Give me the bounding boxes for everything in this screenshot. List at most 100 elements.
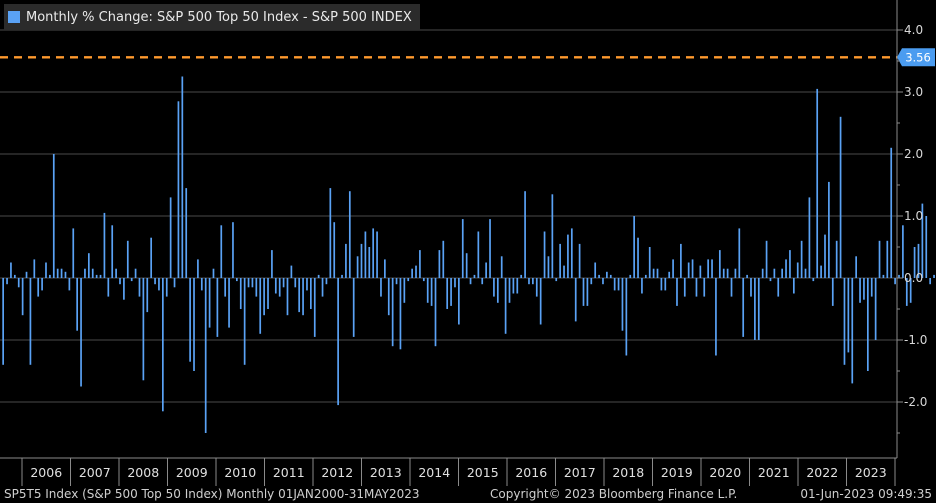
bar (337, 278, 339, 406)
bar (574, 278, 577, 322)
bar (450, 278, 452, 306)
bar (754, 278, 756, 340)
bar (384, 259, 386, 278)
bar (863, 278, 865, 300)
bar (516, 278, 519, 294)
bar (10, 262, 12, 278)
bar (734, 268, 737, 278)
bar (37, 278, 40, 297)
x-tick-label: 2008 (127, 465, 159, 480)
bar (458, 278, 460, 325)
bar (925, 216, 928, 278)
bar (625, 278, 628, 356)
bar (898, 274, 900, 278)
x-tick-label: 2015 (467, 465, 499, 480)
bar (239, 278, 242, 309)
bar (559, 243, 561, 278)
x-tick-label: 2007 (79, 465, 111, 480)
bar (446, 278, 449, 309)
footer-copyright: Copyright© 2023 Bloomberg Finance L.P. (490, 487, 738, 501)
bar (348, 191, 351, 278)
y-tick-label: 4.0 (904, 23, 923, 37)
bar (341, 274, 343, 278)
bar (835, 240, 838, 278)
bar (177, 101, 180, 278)
bar (29, 278, 32, 365)
bar (111, 225, 114, 278)
bar (878, 240, 881, 278)
bar (415, 265, 417, 278)
bar (442, 240, 445, 278)
bar (142, 278, 145, 381)
reference-line-group: 3.56 (0, 48, 935, 67)
bar (785, 259, 787, 278)
bar (594, 262, 597, 278)
bar (847, 278, 850, 353)
bar (933, 274, 935, 278)
bar (777, 278, 780, 297)
bar (154, 278, 156, 285)
bar (173, 278, 176, 288)
bar (598, 274, 600, 278)
bar (84, 268, 86, 278)
bar (699, 265, 702, 278)
bar (641, 278, 643, 294)
bar (792, 278, 795, 294)
bar (438, 250, 441, 278)
bars (2, 76, 935, 433)
x-tick-label: 2019 (661, 465, 693, 480)
y-tick-label: 2.0 (904, 147, 923, 161)
bar (473, 274, 476, 278)
bar (905, 278, 908, 306)
bar (469, 278, 472, 285)
bar (197, 259, 199, 278)
bar (722, 268, 725, 278)
bar (528, 278, 530, 285)
bar (290, 265, 293, 278)
bar (306, 278, 308, 291)
bar (489, 219, 491, 278)
bar (158, 278, 160, 291)
last-value-label: 3.56 (905, 50, 931, 64)
bar (742, 278, 745, 337)
bar (532, 278, 534, 285)
bar (310, 278, 312, 309)
bar (21, 278, 24, 316)
bar (454, 278, 456, 288)
footer-security-info: SP5T5 Index (S&P 500 Top 50 Index) Month… (4, 487, 420, 501)
bar (586, 278, 589, 306)
bar (407, 278, 410, 282)
bar (894, 278, 896, 285)
bar (465, 253, 468, 278)
bar (691, 259, 694, 278)
bar (695, 278, 698, 297)
bar (539, 278, 542, 325)
bar (831, 278, 834, 306)
bar (333, 222, 336, 278)
bar (376, 231, 378, 278)
bar (816, 88, 819, 279)
legend-label: Monthly % Change: S&P 500 Top 50 Index -… (26, 9, 412, 25)
bar (2, 278, 4, 365)
bar (504, 278, 507, 334)
bar (707, 259, 709, 278)
bar (169, 197, 172, 278)
bar (796, 262, 799, 278)
bar (251, 278, 254, 288)
bar (617, 278, 620, 291)
bar (746, 274, 748, 278)
bar (602, 278, 604, 285)
bar (41, 278, 43, 291)
bar (843, 278, 846, 365)
x-tick-label: 2010 (224, 465, 256, 480)
bar (855, 256, 857, 278)
bar (808, 197, 811, 278)
x-tick-label: 2023 (855, 465, 887, 480)
bar (520, 274, 523, 278)
bar (664, 278, 667, 291)
bar (500, 256, 503, 278)
bar (921, 203, 924, 278)
bar (399, 278, 402, 350)
bar (668, 271, 671, 278)
bar (434, 278, 437, 347)
